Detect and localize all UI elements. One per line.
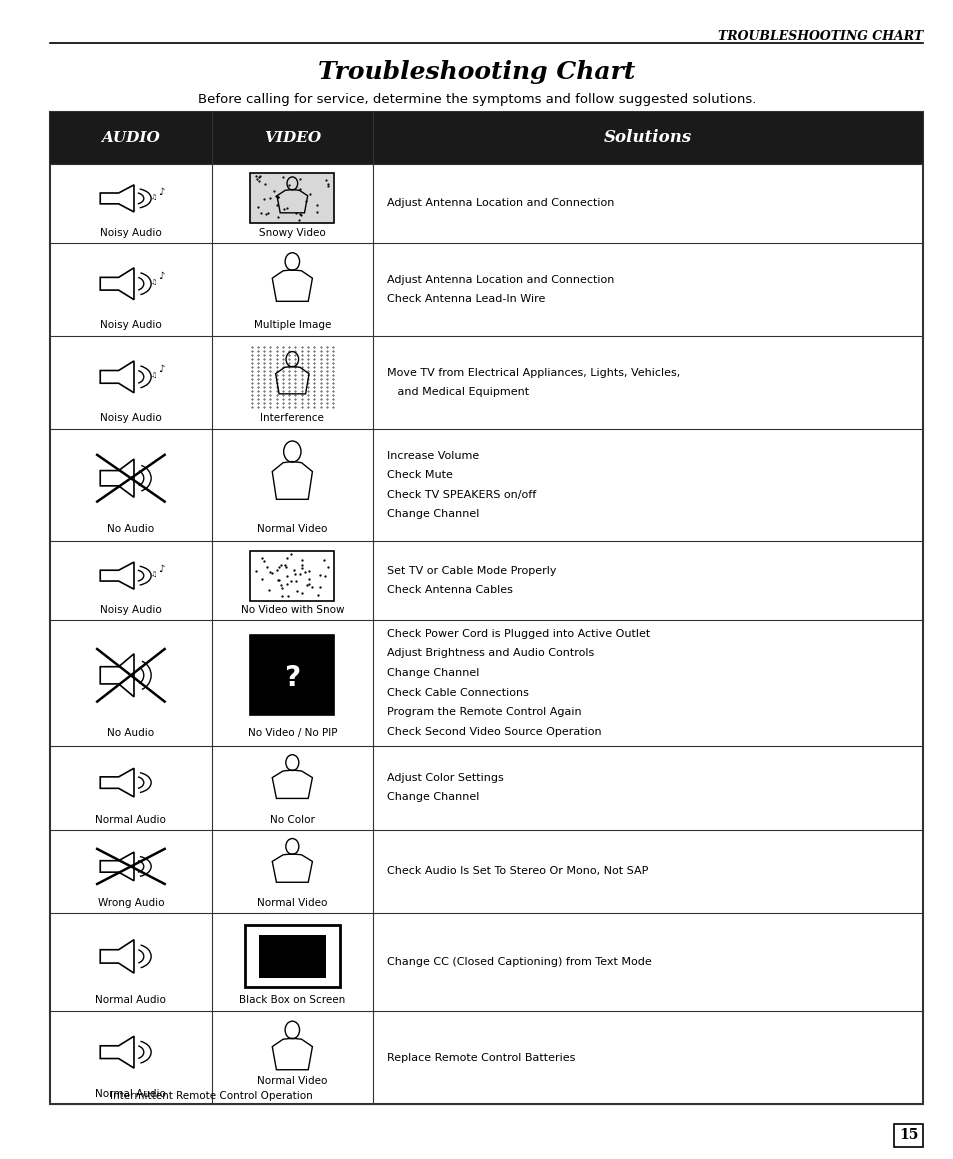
Text: Normal Audio: Normal Audio	[95, 815, 166, 824]
Text: ♪: ♪	[158, 564, 165, 574]
Text: VIDEO: VIDEO	[263, 131, 320, 145]
Text: Check Antenna Cables: Check Antenna Cables	[387, 585, 513, 596]
Text: Change CC (Closed Captioning) from Text Mode: Change CC (Closed Captioning) from Text …	[387, 957, 651, 968]
Text: Interference: Interference	[260, 414, 324, 423]
Text: No Video with Snow: No Video with Snow	[240, 605, 344, 615]
Bar	[51, 112, 922, 163]
Text: ♪: ♪	[158, 364, 165, 374]
Text: Solutions: Solutions	[603, 130, 691, 146]
Text: Normal Video: Normal Video	[257, 1076, 327, 1086]
Text: and Medical Equipment: and Medical Equipment	[387, 387, 529, 398]
Text: 15: 15	[898, 1129, 918, 1143]
Text: Move TV from Electrical Appliances, Lights, Vehicles,: Move TV from Electrical Appliances, Ligh…	[387, 367, 679, 378]
Bar	[244, 925, 339, 987]
Text: ♪: ♪	[158, 271, 165, 280]
Text: Check Mute: Check Mute	[387, 471, 453, 480]
Text: Check Second Video Source Operation: Check Second Video Source Operation	[387, 727, 601, 737]
Text: Check TV SPEAKERS on/off: Check TV SPEAKERS on/off	[387, 490, 536, 500]
Text: Check Audio Is Set To Stereo Or Mono, Not SAP: Check Audio Is Set To Stereo Or Mono, No…	[387, 867, 648, 876]
Text: Set TV or Cable Mode Properly: Set TV or Cable Mode Properly	[387, 566, 557, 576]
Text: ♫: ♫	[151, 195, 157, 201]
Text: AUDIO: AUDIO	[101, 131, 160, 145]
Text: Program the Remote Control Again: Program the Remote Control Again	[387, 707, 581, 717]
Text: TROUBLESHOOTING CHART: TROUBLESHOOTING CHART	[717, 30, 922, 43]
Text: Normal Video: Normal Video	[257, 524, 327, 534]
Text: Noisy Audio: Noisy Audio	[100, 320, 162, 330]
Text: Black Box on Screen: Black Box on Screen	[239, 996, 345, 1005]
Text: Adjust Color Settings: Adjust Color Settings	[387, 773, 503, 782]
Text: Intermittent Remote Control Operation: Intermittent Remote Control Operation	[111, 1091, 313, 1101]
Text: Multiple Image: Multiple Image	[253, 320, 331, 330]
Text: ♫: ♫	[151, 279, 157, 285]
Text: No Audio: No Audio	[108, 524, 154, 534]
Text: ♫: ♫	[151, 571, 157, 577]
Text: Increase Volume: Increase Volume	[387, 451, 479, 460]
Text: Normal Video: Normal Video	[257, 898, 327, 909]
Text: Adjust Antenna Location and Connection: Adjust Antenna Location and Connection	[387, 275, 614, 284]
Text: Replace Remote Control Batteries: Replace Remote Control Batteries	[387, 1052, 575, 1063]
Text: ?: ?	[284, 664, 300, 692]
Text: Change Channel: Change Channel	[387, 793, 479, 802]
Text: Change Channel: Change Channel	[387, 509, 479, 519]
Text: No Audio: No Audio	[108, 728, 154, 738]
Text: Normal Audio: Normal Audio	[95, 1088, 166, 1099]
Bar	[251, 635, 334, 715]
Text: Before calling for service, determine the symptoms and follow suggested solution: Before calling for service, determine th…	[197, 93, 756, 105]
Text: No Color: No Color	[270, 815, 314, 824]
Text: Snowy Video: Snowy Video	[258, 228, 325, 238]
Bar	[258, 934, 326, 978]
Text: Noisy Audio: Noisy Audio	[100, 605, 162, 615]
Text: Noisy Audio: Noisy Audio	[100, 228, 162, 238]
Text: ♫: ♫	[151, 372, 157, 379]
Text: Check Antenna Lead-In Wire: Check Antenna Lead-In Wire	[387, 294, 545, 304]
Bar	[251, 174, 334, 224]
Text: ♪: ♪	[158, 187, 165, 197]
Text: Check Cable Connections: Check Cable Connections	[387, 687, 529, 698]
Text: No Video / No PIP: No Video / No PIP	[248, 728, 336, 738]
Bar	[51, 112, 922, 1105]
Bar	[251, 551, 334, 600]
Text: Noisy Audio: Noisy Audio	[100, 414, 162, 423]
Text: Wrong Audio: Wrong Audio	[97, 898, 164, 909]
Text: Troubleshooting Chart: Troubleshooting Chart	[318, 60, 635, 85]
Text: Change Channel: Change Channel	[387, 668, 479, 678]
Text: Normal Audio: Normal Audio	[95, 996, 166, 1005]
Text: Adjust Antenna Location and Connection: Adjust Antenna Location and Connection	[387, 198, 614, 209]
Text: Check Power Cord is Plugged into Active Outlet: Check Power Cord is Plugged into Active …	[387, 629, 650, 639]
Text: Adjust Brightness and Audio Controls: Adjust Brightness and Audio Controls	[387, 648, 594, 658]
